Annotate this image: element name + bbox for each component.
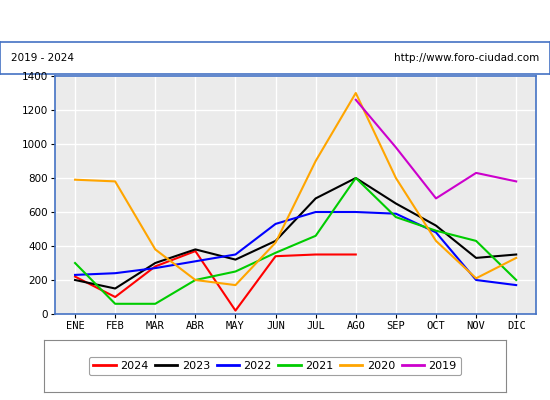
Line: 2021: 2021 bbox=[75, 178, 516, 304]
2023 bbox=[393, 201, 399, 206]
2021 bbox=[312, 234, 319, 238]
2020 bbox=[513, 256, 520, 260]
2022 bbox=[433, 230, 439, 235]
2024 bbox=[272, 254, 279, 258]
Line: 2022: 2022 bbox=[75, 212, 516, 285]
2023 bbox=[353, 176, 359, 180]
2020 bbox=[393, 176, 399, 180]
2020 bbox=[272, 240, 279, 245]
2023 bbox=[473, 256, 480, 260]
2021 bbox=[513, 278, 520, 282]
2021 bbox=[112, 302, 118, 306]
2021 bbox=[393, 215, 399, 220]
Line: 2019: 2019 bbox=[356, 100, 516, 198]
2021 bbox=[433, 228, 439, 233]
2024 bbox=[72, 274, 78, 279]
2024 bbox=[192, 249, 199, 254]
2019 bbox=[393, 145, 399, 150]
2020 bbox=[312, 158, 319, 163]
2021 bbox=[473, 238, 480, 243]
2022 bbox=[272, 222, 279, 226]
2022 bbox=[473, 278, 480, 282]
2023 bbox=[192, 247, 199, 252]
2019 bbox=[433, 196, 439, 201]
2020 bbox=[112, 179, 118, 184]
Legend: 2024, 2023, 2022, 2021, 2020, 2019: 2024, 2023, 2022, 2021, 2020, 2019 bbox=[89, 356, 461, 376]
2022 bbox=[513, 283, 520, 288]
Line: 2024: 2024 bbox=[75, 251, 356, 310]
Text: Evolucion Nº Turistas Nacionales en el municipio de Nava de Roa: Evolucion Nº Turistas Nacionales en el m… bbox=[23, 14, 527, 28]
2021 bbox=[192, 278, 199, 282]
2023 bbox=[72, 278, 78, 282]
2022 bbox=[232, 252, 239, 257]
Line: 2023: 2023 bbox=[75, 178, 516, 288]
2022 bbox=[192, 259, 199, 264]
2021 bbox=[152, 302, 158, 306]
2023 bbox=[232, 257, 239, 262]
2024 bbox=[312, 252, 319, 257]
Text: 2019 - 2024: 2019 - 2024 bbox=[11, 53, 74, 63]
2024 bbox=[152, 264, 158, 269]
2020 bbox=[152, 247, 158, 252]
2024 bbox=[112, 294, 118, 299]
2023 bbox=[112, 286, 118, 291]
2020 bbox=[232, 283, 239, 288]
2022 bbox=[393, 211, 399, 216]
2020 bbox=[192, 278, 199, 282]
2021 bbox=[72, 261, 78, 266]
2023 bbox=[152, 261, 158, 266]
2020 bbox=[433, 238, 439, 243]
2024 bbox=[353, 252, 359, 257]
2022 bbox=[72, 272, 78, 277]
2023 bbox=[433, 223, 439, 228]
2023 bbox=[312, 196, 319, 201]
2020 bbox=[72, 177, 78, 182]
Text: http://www.foro-ciudad.com: http://www.foro-ciudad.com bbox=[394, 53, 539, 63]
Line: 2020: 2020 bbox=[75, 93, 516, 285]
2022 bbox=[353, 210, 359, 214]
2021 bbox=[272, 250, 279, 255]
2020 bbox=[473, 276, 480, 281]
2022 bbox=[152, 266, 158, 270]
2019 bbox=[353, 97, 359, 102]
2022 bbox=[112, 271, 118, 276]
2023 bbox=[272, 238, 279, 243]
2020 bbox=[353, 90, 359, 95]
2023 bbox=[513, 252, 520, 257]
2021 bbox=[232, 269, 239, 274]
2022 bbox=[312, 210, 319, 214]
2019 bbox=[473, 170, 480, 175]
2019 bbox=[513, 179, 520, 184]
2021 bbox=[353, 176, 359, 180]
2024 bbox=[232, 308, 239, 313]
